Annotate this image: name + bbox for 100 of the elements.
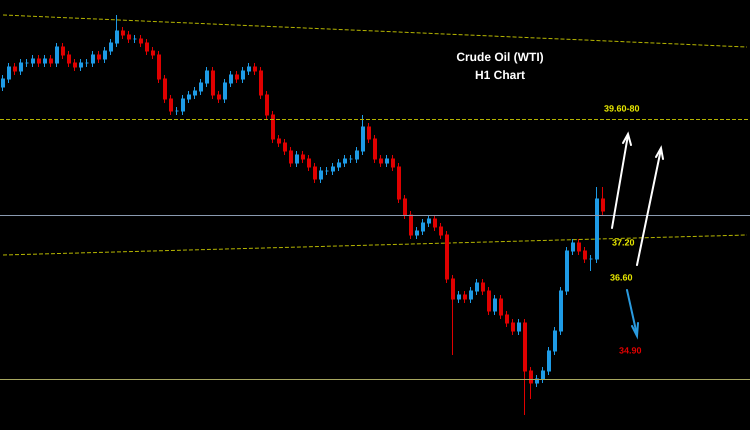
candlestick xyxy=(505,310,509,328)
candlestick xyxy=(235,70,239,84)
candlestick xyxy=(331,162,335,176)
candlestick xyxy=(241,66,245,84)
candlestick xyxy=(361,114,365,156)
candlestick xyxy=(457,290,461,304)
candlestick xyxy=(163,74,167,104)
candlestick xyxy=(49,54,53,68)
candlestick xyxy=(253,62,257,76)
candlestick xyxy=(259,66,263,100)
candlestick xyxy=(79,58,83,72)
candlestick xyxy=(301,150,305,164)
candlestick xyxy=(601,186,605,216)
candlestick xyxy=(25,58,29,68)
candlestick xyxy=(67,50,71,68)
text: H1 Chart xyxy=(474,68,526,82)
candlestick xyxy=(529,366,533,400)
candlestick xyxy=(169,94,173,116)
candlestick xyxy=(313,162,317,184)
candlestick xyxy=(265,90,269,120)
candlestick xyxy=(277,134,281,148)
annotation: 34.90 xyxy=(619,346,642,356)
candlestick xyxy=(481,278,485,296)
candlestick xyxy=(463,290,467,304)
candlestick xyxy=(7,62,11,84)
candlestick xyxy=(355,146,359,164)
candlestick xyxy=(397,162,401,204)
candlestick xyxy=(565,246,569,296)
candlestick xyxy=(115,14,119,48)
candlestick xyxy=(127,30,131,44)
candlestick xyxy=(55,42,59,68)
candlestick xyxy=(409,210,413,240)
text: Crude Oil (WTI) xyxy=(456,50,544,64)
candlestick xyxy=(211,66,215,100)
candlestick xyxy=(523,318,527,416)
candlestick xyxy=(187,90,191,104)
candlestick xyxy=(511,318,515,336)
candlestick xyxy=(31,54,35,68)
candlestick xyxy=(145,38,149,56)
candlestick xyxy=(223,78,227,104)
candlestick xyxy=(469,286,473,304)
candlestick xyxy=(421,218,425,236)
candlestick xyxy=(199,78,203,96)
candlestick xyxy=(217,90,221,104)
candlestick xyxy=(439,222,443,240)
candlestick xyxy=(445,230,449,284)
candlestick xyxy=(109,38,113,56)
candlestick xyxy=(271,110,275,144)
candlestick xyxy=(451,274,455,356)
candlestick xyxy=(307,154,311,172)
candlestick xyxy=(427,214,431,228)
annotation: 36.60 xyxy=(610,272,633,282)
candlestick xyxy=(43,54,47,68)
candlestick xyxy=(547,346,551,376)
candlestick xyxy=(373,134,377,164)
candlestick xyxy=(385,154,389,168)
candlestick xyxy=(319,166,323,184)
candlestick xyxy=(541,366,545,384)
candlestick xyxy=(499,294,503,320)
candlestick xyxy=(337,158,341,172)
candlestick xyxy=(103,46,107,64)
candlestick xyxy=(517,318,521,336)
candlestick xyxy=(175,106,179,116)
candlestick xyxy=(91,50,95,68)
candlestick xyxy=(475,278,479,296)
candlestick xyxy=(289,146,293,168)
candlestick xyxy=(151,46,155,60)
candlestick xyxy=(247,62,251,76)
candlestick xyxy=(349,154,353,164)
candlestick xyxy=(193,86,197,100)
candlestick xyxy=(325,166,329,176)
candlestick xyxy=(13,62,17,76)
candlestick xyxy=(571,238,575,256)
candlestick xyxy=(295,150,299,168)
candlestick xyxy=(589,254,593,272)
candlestick xyxy=(433,214,437,232)
candlestick xyxy=(553,326,557,356)
candlestick xyxy=(379,154,383,168)
candlestick xyxy=(85,58,89,68)
candlestick xyxy=(415,226,419,240)
candlestick xyxy=(493,294,497,316)
candlestick xyxy=(343,154,347,168)
candlestick xyxy=(205,66,209,88)
candlestick xyxy=(559,286,563,336)
candlestick xyxy=(367,122,371,144)
candlestick xyxy=(487,286,491,316)
candlestick xyxy=(19,58,23,76)
candlestick xyxy=(595,186,599,264)
candlestick xyxy=(121,26,125,40)
candlestick xyxy=(391,154,395,172)
candlestick xyxy=(97,50,101,64)
candlestick xyxy=(283,138,287,156)
candlestick xyxy=(1,74,5,92)
candlestick xyxy=(181,94,185,116)
annotation: 39.60-80 xyxy=(604,104,640,114)
candlestick xyxy=(577,238,581,256)
candlestick xyxy=(37,54,41,68)
candlestick xyxy=(403,194,407,220)
candlestick xyxy=(73,58,77,72)
candlestick xyxy=(133,34,137,44)
